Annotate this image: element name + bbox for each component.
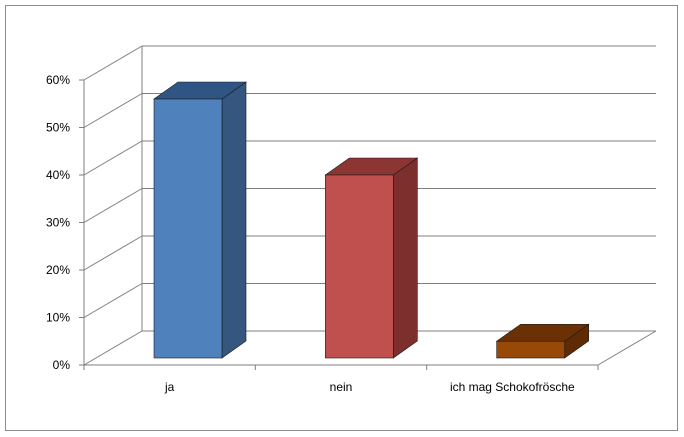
gridline-diagonal bbox=[83, 283, 143, 318]
y-tick-label: 30% bbox=[46, 216, 70, 230]
y-tick-label: 0% bbox=[53, 358, 71, 372]
y-tick-label: 20% bbox=[46, 263, 70, 277]
gridline-diagonal bbox=[83, 188, 143, 223]
gridline-diagonal bbox=[83, 93, 143, 128]
floor-right-edge bbox=[597, 330, 657, 366]
bar bbox=[496, 340, 565, 359]
gridline-diagonal bbox=[83, 140, 143, 176]
bar-side bbox=[393, 157, 418, 359]
y-tick-label: 40% bbox=[46, 168, 70, 182]
bar-chart: 0% 10% 20% 30% 40% 50% 60% ja nein ich mag Schoko… bbox=[46, 45, 657, 394]
gridline-diagonal bbox=[83, 330, 143, 366]
x-category-label: nein bbox=[330, 380, 353, 394]
x-category-label: ja bbox=[164, 380, 175, 394]
y-tick-label: 60% bbox=[46, 73, 70, 87]
bar bbox=[153, 98, 223, 359]
bar bbox=[325, 174, 394, 359]
y-tick-label: 50% bbox=[46, 121, 70, 135]
gridline-diagonal bbox=[83, 235, 143, 271]
y-tick-label: 10% bbox=[46, 311, 70, 325]
chart-frame: 0% 10% 20% 30% 40% 50% 60% ja nein ich mag Schoko… bbox=[5, 5, 678, 431]
gridline-diagonal bbox=[83, 45, 143, 81]
x-category-label: ich mag Schokofrösche bbox=[450, 380, 575, 394]
bar-side bbox=[221, 81, 247, 359]
